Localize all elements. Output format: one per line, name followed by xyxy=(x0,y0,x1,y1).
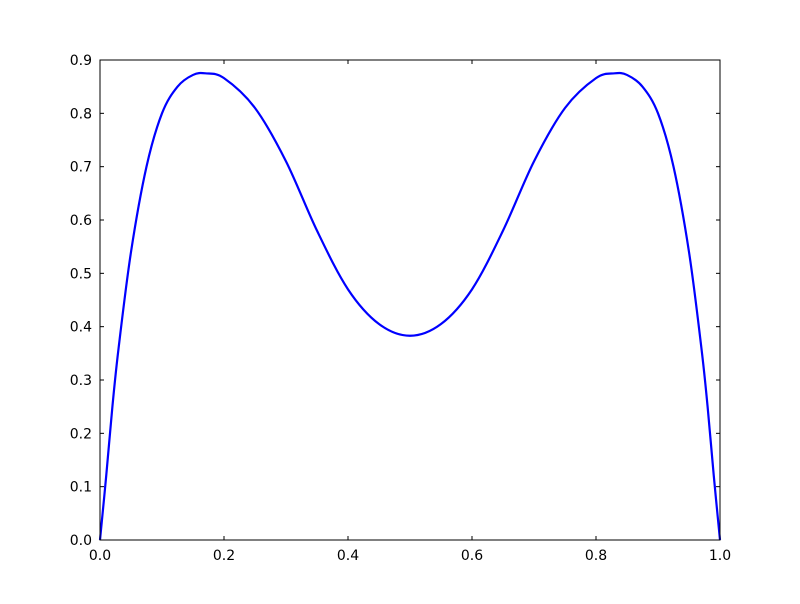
axes-frame xyxy=(99,59,721,541)
y-tick-label: 0.9 xyxy=(70,53,92,69)
series-line xyxy=(98,71,722,541)
y-tick-label: 0.2 xyxy=(70,426,92,442)
x-tick-label: 0.6 xyxy=(461,548,483,564)
y-tick-label: 0.5 xyxy=(70,266,92,282)
x-tick-label: 0.8 xyxy=(585,548,607,564)
y-tick-label: 0.7 xyxy=(70,160,92,176)
y-tick-label: 0.4 xyxy=(70,320,92,336)
y-tick-label: 0.6 xyxy=(70,213,92,229)
x-tick-label: 0.2 xyxy=(213,548,235,564)
x-tick-label: 0.4 xyxy=(337,548,359,564)
y-tick-label: 0.0 xyxy=(70,533,92,549)
y-tick-label: 0.8 xyxy=(70,106,92,122)
y-tick-label: 0.3 xyxy=(70,373,92,389)
x-tick-label: 1.0 xyxy=(709,548,731,564)
y-tick-label: 0.1 xyxy=(70,480,92,496)
x-tick-label: 0.0 xyxy=(89,548,111,564)
